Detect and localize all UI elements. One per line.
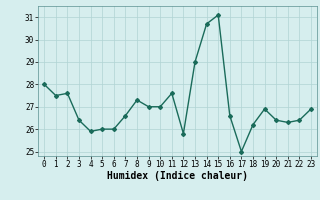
X-axis label: Humidex (Indice chaleur): Humidex (Indice chaleur) xyxy=(107,171,248,181)
